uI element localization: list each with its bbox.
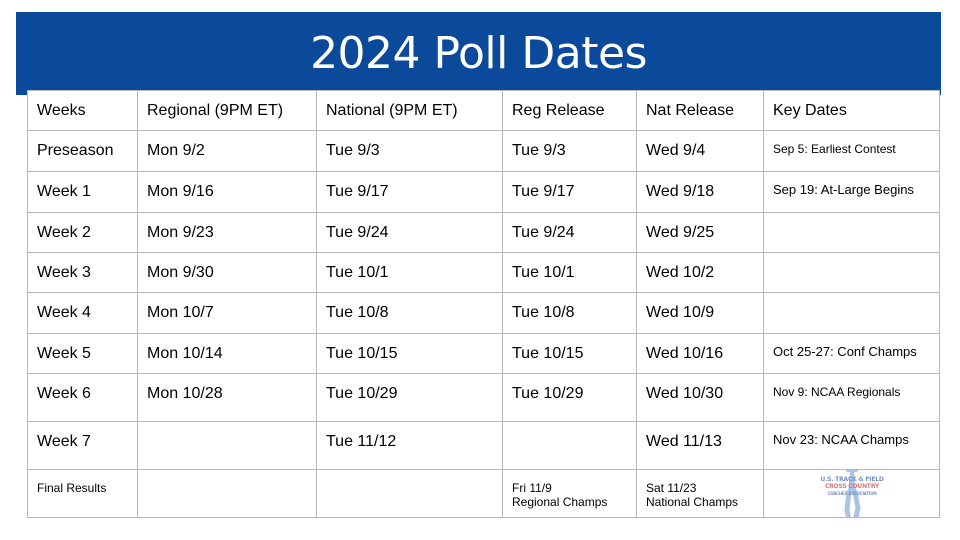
table-cell: Tue 9/17: [502, 171, 637, 213]
week-cell: Week 5: [27, 333, 138, 374]
week-cell: Week 1: [27, 171, 138, 213]
week-cell: Week 4: [27, 292, 138, 334]
table-cell: Wed 10/16: [636, 333, 764, 374]
table-cell: [316, 469, 503, 518]
table-row: Week 4 Mon 10/7 Tue 10/8 Tue 10/8 Wed 10…: [27, 292, 940, 334]
table-cell: Tue 9/24: [316, 212, 503, 253]
table-cell: Tue 10/15: [316, 333, 503, 374]
logo-cell: U.S. TRACK & FIELD CROSS COUNTRY COACHES…: [763, 469, 940, 518]
table-cell: Wed 10/2: [636, 252, 764, 293]
week-cell: Week 6: [27, 373, 138, 422]
header-cell: Regional (9PM ET): [137, 90, 317, 131]
page-title: 2024 Poll Dates: [310, 28, 647, 79]
table-cell: Wed 9/18: [636, 171, 764, 213]
table-cell: Tue 10/8: [502, 292, 637, 334]
title-banner: 2024 Poll Dates: [16, 12, 941, 95]
runner-logo-icon: U.S. TRACK & FIELD CROSS COUNTRY COACHES…: [816, 470, 888, 517]
table-cell: Tue 9/24: [502, 212, 637, 253]
table-cell: Tue 10/1: [502, 252, 637, 293]
table-row: Week 7 Tue 11/12 Wed 11/13 Nov 23: NCAA …: [27, 421, 940, 470]
table-row: Week 3 Mon 9/30 Tue 10/1 Tue 10/1 Wed 10…: [27, 252, 940, 293]
table-cell: Mon 10/7: [137, 292, 317, 334]
table-cell: Wed 10/30: [636, 373, 764, 422]
key-date-cell: [763, 252, 940, 293]
table-cell: Mon 10/28: [137, 373, 317, 422]
table-cell: Tue 9/3: [316, 130, 503, 172]
header-cell: Key Dates: [763, 90, 940, 131]
table-row: Week 6 Mon 10/28 Tue 10/29 Tue 10/29 Wed…: [27, 373, 940, 422]
table-cell: Tue 10/29: [502, 373, 637, 422]
key-date-cell: Sep 19: At-Large Begins: [763, 171, 940, 213]
table-cell: Wed 10/9: [636, 292, 764, 334]
table-cell: Mon 10/14: [137, 333, 317, 374]
table-cell: Tue 11/12: [316, 421, 503, 470]
final-results-row: Final Results Fri 11/9 Regional Champs S…: [27, 469, 940, 518]
table-cell: Mon 9/23: [137, 212, 317, 253]
header-cell: National (9PM ET): [316, 90, 503, 131]
cell-line: Regional Champs: [512, 495, 608, 509]
table-row: Week 1 Mon 9/16 Tue 9/17 Tue 9/17 Wed 9/…: [27, 171, 940, 213]
logo-line: COACHES ASSOCIATION: [827, 491, 877, 496]
table-cell: Tue 9/17: [316, 171, 503, 213]
cell-line: Sat 11/23: [646, 481, 697, 495]
key-date-cell: Oct 25-27: Conf Champs: [763, 333, 940, 374]
table-cell: [137, 469, 317, 518]
table-row: Preseason Mon 9/2 Tue 9/3 Tue 9/3 Wed 9/…: [27, 130, 940, 172]
week-cell: Week 2: [27, 212, 138, 253]
table-cell: Mon 9/2: [137, 130, 317, 172]
table-cell: [137, 421, 317, 470]
table-cell: Wed 9/4: [636, 130, 764, 172]
table-cell: Tue 9/3: [502, 130, 637, 172]
table-row: Week 5 Mon 10/14 Tue 10/15 Tue 10/15 Wed…: [27, 333, 940, 374]
logo-wordmark: U.S. TRACK & FIELD CROSS COUNTRY COACHES…: [816, 476, 888, 497]
week-cell: Final Results: [27, 469, 138, 518]
table-cell: Tue 10/29: [316, 373, 503, 422]
table-cell: Tue 10/8: [316, 292, 503, 334]
cell-line: Fri 11/9: [512, 481, 552, 495]
header-cell: Nat Release: [636, 90, 764, 131]
key-date-cell: Nov 23: NCAA Champs: [763, 421, 940, 470]
table-cell: Wed 9/25: [636, 212, 764, 253]
cell-line: National Champs: [646, 495, 739, 509]
table-cell: [502, 421, 637, 470]
reg-release-final-cell: Fri 11/9 Regional Champs: [502, 469, 637, 518]
key-date-cell: [763, 292, 940, 334]
week-cell: Week 7: [27, 421, 138, 470]
table-cell: Mon 9/30: [137, 252, 317, 293]
header-cell: Weeks: [27, 90, 138, 131]
logo-line: U.S. TRACK & FIELD: [820, 476, 884, 483]
key-date-cell: [763, 212, 940, 253]
key-date-cell: Sep 5: Earliest Contest: [763, 130, 940, 172]
table-cell: Tue 10/15: [502, 333, 637, 374]
header-row: Weeks Regional (9PM ET) National (9PM ET…: [27, 90, 940, 131]
header-cell: Reg Release: [502, 90, 637, 131]
runner-figure-icon: [844, 470, 861, 517]
key-date-cell: Nov 9: NCAA Regionals: [763, 373, 940, 422]
week-cell: Preseason: [27, 130, 138, 172]
table-cell: Tue 10/1: [316, 252, 503, 293]
logo-line: CROSS COUNTRY: [824, 483, 880, 490]
week-cell: Week 3: [27, 252, 138, 293]
table-cell: Wed 11/13: [636, 421, 764, 470]
table-row: Week 2 Mon 9/23 Tue 9/24 Tue 9/24 Wed 9/…: [27, 212, 940, 253]
poll-dates-table: Weeks Regional (9PM ET) National (9PM ET…: [27, 90, 940, 518]
table-cell: Mon 9/16: [137, 171, 317, 213]
nat-release-final-cell: Sat 11/23 National Champs: [636, 469, 764, 518]
